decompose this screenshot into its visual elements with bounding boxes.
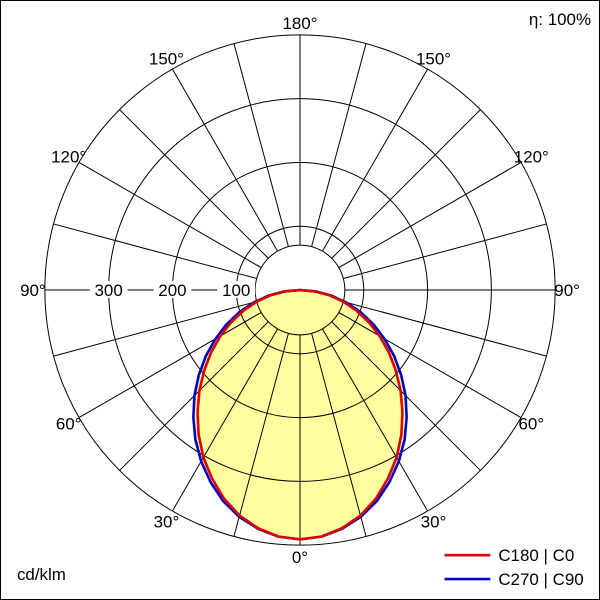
legend: C180 | C0 C270 | C90: [444, 546, 584, 589]
efficiency-label: η: 100%: [529, 10, 591, 29]
grid-spoke-165: [311, 43, 367, 247]
grid-spoke-240: [78, 162, 262, 269]
grid-spoke-120: [338, 162, 522, 269]
radial-tick-label-200: 200: [158, 281, 186, 300]
radial-tick-label-300: 300: [95, 281, 123, 300]
grid-spoke-210: [171, 68, 279, 252]
grid-spoke-255: [53, 223, 257, 279]
grid-spoke-105: [343, 223, 547, 279]
intensity-curve-c0-c180: [196, 288, 404, 541]
angle-label-150-left: 150°: [149, 50, 184, 69]
angle-label-0-right: 0°: [292, 548, 308, 567]
angle-label-60-right: 60°: [519, 415, 545, 434]
grid-spoke-60: [338, 312, 522, 419]
legend-item-c90: C270 | C90: [444, 570, 584, 589]
legend-item-c0: C180 | C0: [444, 546, 574, 565]
grid-spoke-225: [119, 109, 269, 259]
grid-spoke-135: [331, 109, 481, 259]
grid-spoke-195: [233, 43, 289, 247]
radial-label-bg: [153, 281, 192, 299]
axis-label-layer: 100 200 300 0° 30° 30° 60° 60° 90° 90° 120° 120° 150…: [20, 14, 580, 567]
legend-label-c90: C270 | C90: [498, 570, 583, 589]
grid-spoke-345: [233, 333, 289, 537]
grid-spoke-150: [321, 68, 429, 252]
angle-label-150-right: 150°: [416, 50, 451, 69]
angle-label-30-right: 30°: [421, 512, 447, 531]
angle-label-120-right: 120°: [514, 147, 549, 166]
curve-layer: [192, 288, 408, 541]
radial-label-bg: [217, 281, 256, 299]
grid-spoke-75: [343, 301, 547, 357]
angle-label-120-left: 120°: [51, 147, 86, 166]
angle-label-60-left: 60°: [56, 415, 82, 434]
grid-spoke-330: [171, 328, 279, 512]
grid-spoke-300: [78, 312, 262, 419]
grid-spoke-285: [53, 301, 257, 357]
unit-label: cd/klm: [17, 565, 66, 584]
grid-spoke-30: [321, 328, 429, 512]
angle-label-90-right: 90°: [554, 281, 580, 300]
radial-label-bg: [89, 281, 128, 299]
grid-spoke-15: [311, 333, 367, 537]
angle-label-90-left: 90°: [20, 281, 46, 300]
legend-label-c0: C180 | C0: [498, 546, 574, 565]
angle-label-180-right: 180°: [282, 14, 317, 33]
radial-tick-label-100: 100: [222, 281, 250, 300]
angle-label-30-left: 30°: [154, 512, 180, 531]
